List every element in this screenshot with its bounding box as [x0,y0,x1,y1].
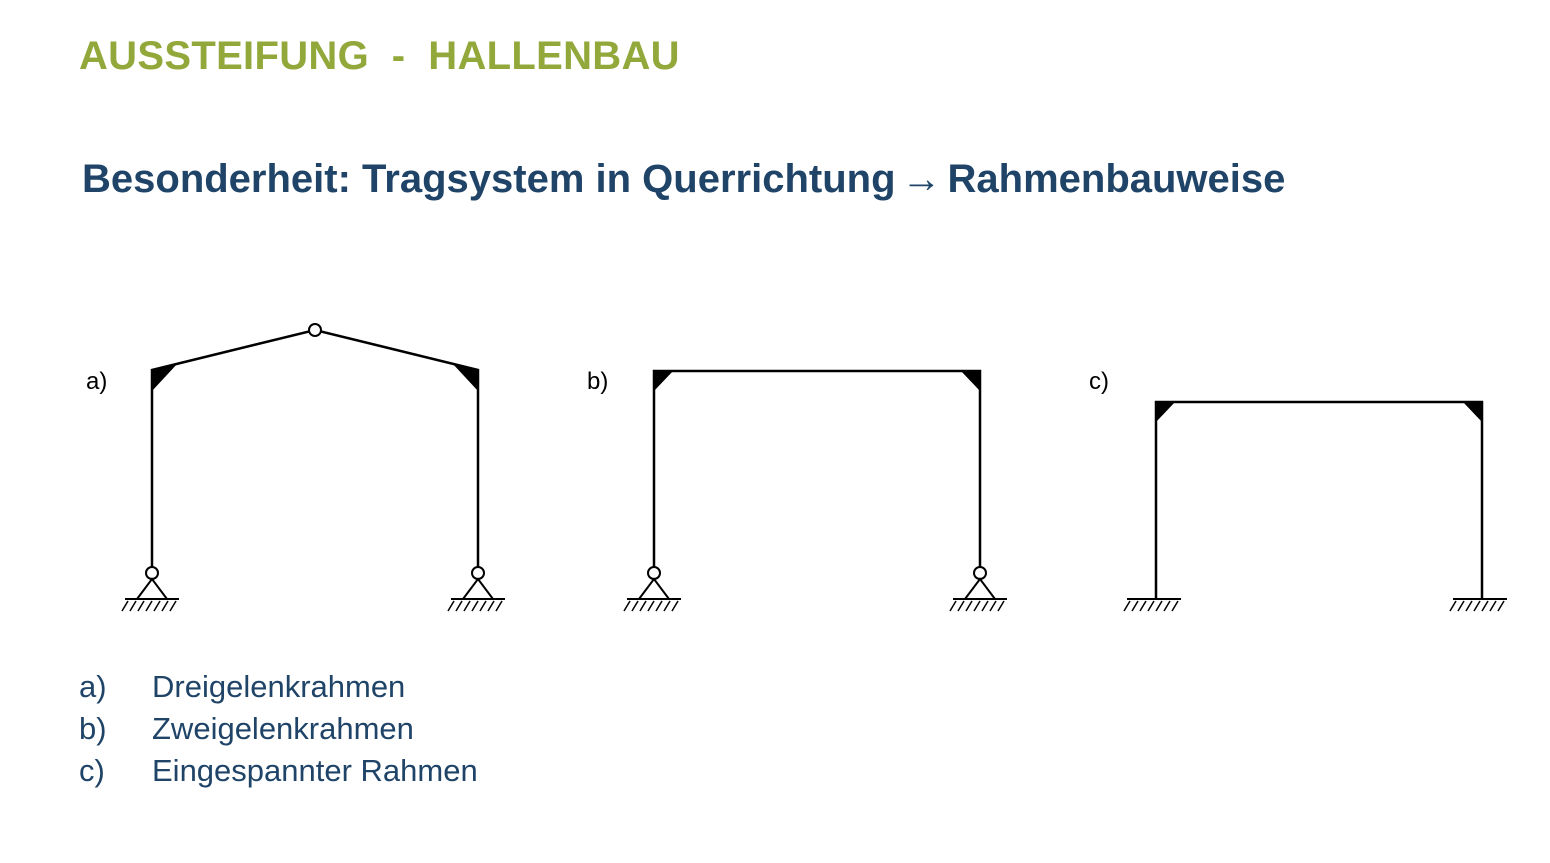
legend-text: Eingespannter Rahmen [152,753,478,788]
frame-c-left-rigid-corner [1156,401,1176,422]
frame-b-right-pin-support [950,567,1007,611]
legend-text: Dreigelenkrahmen [152,669,406,704]
frame-a-three-hinged: a) [86,323,505,611]
frame-type-legend: a) Dreigelenkrahmen b) Zweigelenkrahmen … [79,666,478,792]
frame-b-two-hinged: b) [587,368,1007,611]
legend-text: Zweigelenkrahmen [152,711,414,746]
legend-item: c) Eingespannter Rahmen [79,750,478,792]
slide-subtitle: Besonderheit: Tragsystem in Querrichtung… [82,154,1285,204]
frame-c-left-fixed-support [1123,598,1182,612]
legend-key: a) [79,669,107,704]
section-title: AUSSTEIFUNG - HALLENBAU [79,34,680,78]
frame-c-right-fixed-support [1449,598,1508,612]
frame-b-right-rigid-corner [960,370,980,391]
frame-b-left-pin-support [624,567,681,611]
subtitle-text: Besonderheit: Tragsystem in Querrichtung [82,157,896,201]
frame-a-label: a) [86,368,107,395]
frame-a-left-rigid-corner [152,363,178,391]
legend-item: a) Dreigelenkrahmen [79,666,478,708]
legend-key: b) [79,711,107,746]
frame-a-members [150,328,480,568]
frame-a-right-pin-support [448,567,505,611]
frame-c-right-rigid-corner [1462,401,1482,422]
frame-b-members [652,369,982,568]
frame-c-fixed: c) [1089,368,1508,612]
frame-c-members [1154,400,1484,599]
legend-item: b) Zweigelenkrahmen [79,708,478,750]
frame-a-right-rigid-corner [452,363,478,391]
right-arrow-icon: → [901,157,942,201]
frame-b-left-rigid-corner [654,370,674,391]
frame-c-label: c) [1089,368,1109,395]
frame-a-ridge-hinge [308,323,322,337]
subtitle-emphasis: Rahmenbauweise [947,157,1286,201]
legend-key: c) [79,753,105,788]
frame-b-label: b) [587,368,608,395]
frame-a-left-pin-support [122,567,179,611]
